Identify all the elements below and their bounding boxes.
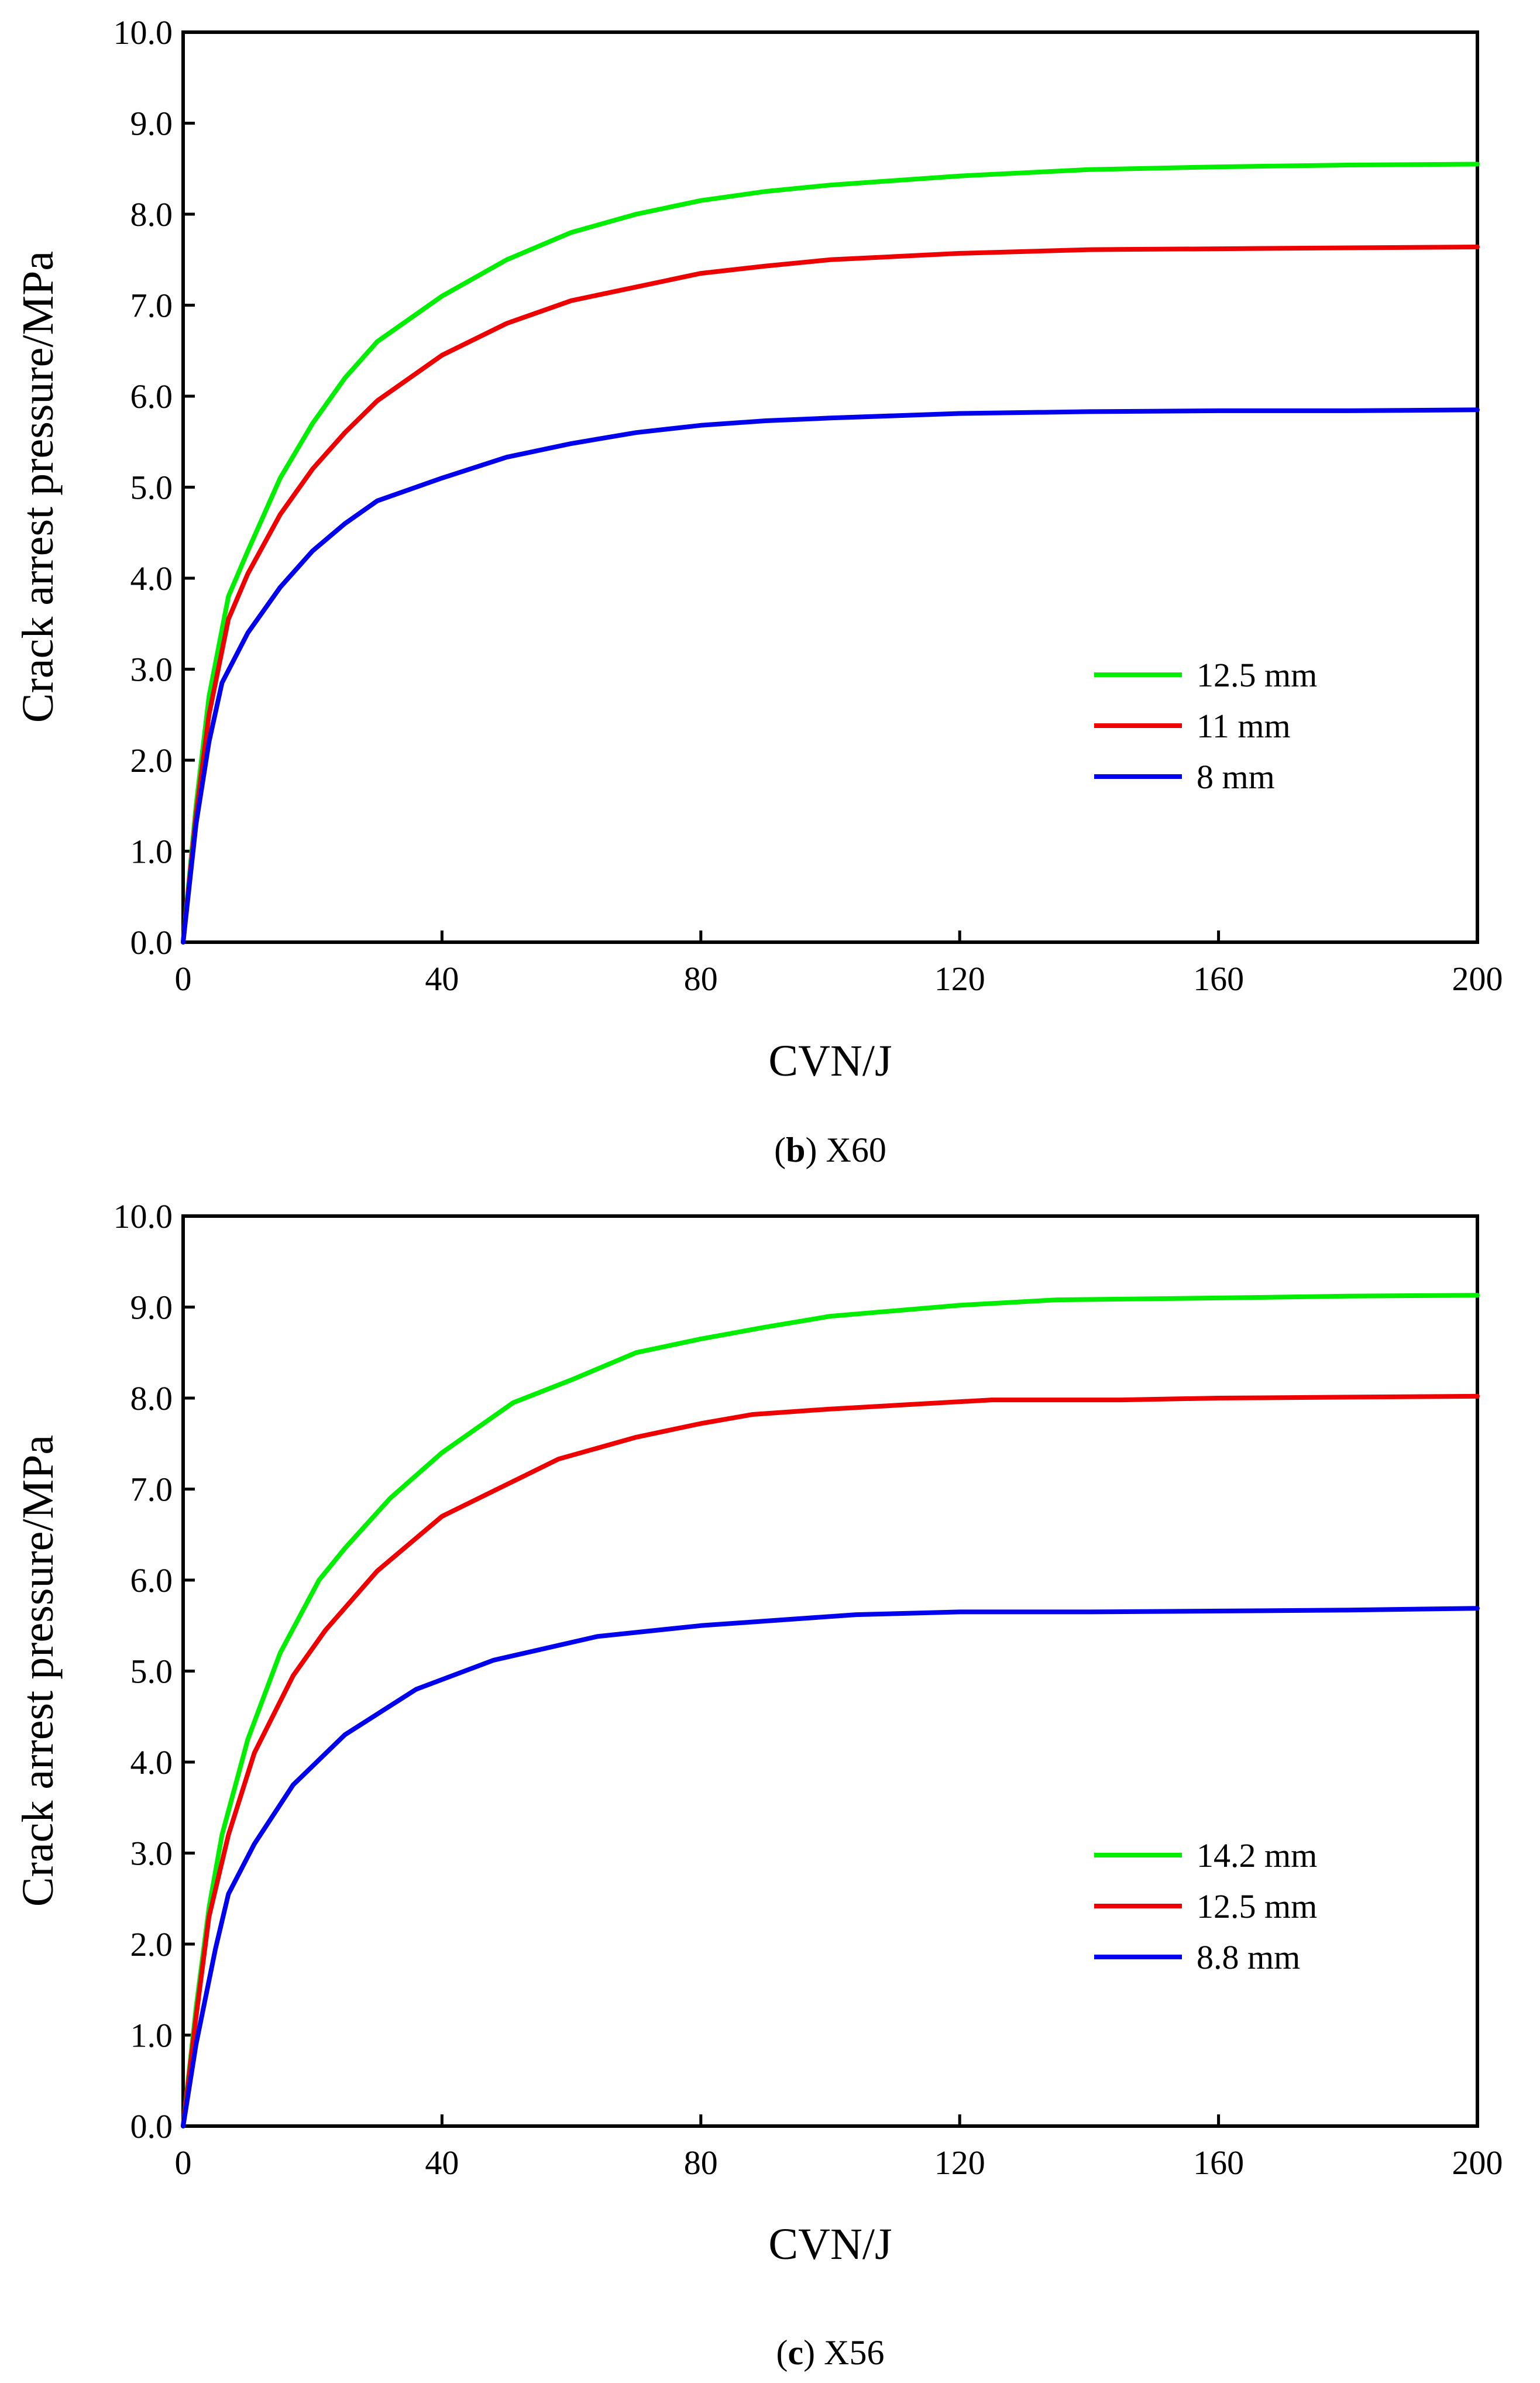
- y-axis: 0.0 1.0 2.0 3.0 4.0 5.0 6.0 7.0 8.0 9.0 10.0: [114, 13, 195, 962]
- y-tick-label: 8.0: [130, 195, 173, 234]
- y-tick-label: 1.0: [130, 833, 173, 871]
- legend: 14.2 mm 12.5 mm 8.8 mm: [1094, 1836, 1317, 1976]
- figure-caption: (c) X56: [776, 2333, 885, 2372]
- series-line-12-5-mm: [181, 162, 1480, 945]
- x-axis: 0 40 80 120 160 200: [175, 930, 1503, 998]
- y-tick-label: 1.0: [130, 2017, 173, 2055]
- x-axis-title: CVN/J: [768, 1036, 892, 1086]
- y-tick-label: 4.0: [130, 1743, 173, 1781]
- y-tick-label: 4.0: [130, 559, 173, 598]
- series-line-8-8-mm: [181, 1606, 1480, 2128]
- legend-label-2: 8.8 mm: [1197, 1938, 1300, 1976]
- y-tick-label: 0.0: [130, 2107, 173, 2145]
- x-tick-label: 40: [425, 2144, 459, 2182]
- x-axis-title: CVN/J: [768, 2220, 892, 2269]
- figure-caption: (b) X60: [774, 1131, 886, 1169]
- y-tick-label: 3.0: [130, 651, 173, 689]
- legend-label-0: 12.5 mm: [1197, 656, 1317, 694]
- x-tick-label: 80: [684, 960, 718, 998]
- y-tick-label: 0.0: [130, 923, 173, 962]
- x-tick-label: 200: [1452, 960, 1503, 998]
- y-axis: 0.0 1.0 2.0 3.0 4.0 5.0 6.0 7.0 8.0 9.0 10.0: [114, 1197, 195, 2145]
- x-axis: 0 40 80 120 160 200: [175, 2114, 1503, 2182]
- legend: 12.5 mm 11 mm 8 mm: [1094, 656, 1317, 796]
- y-tick-label: 2.0: [130, 741, 173, 780]
- y-tick-label: 10.0: [114, 1197, 173, 1235]
- x-tick-label: 80: [684, 2144, 718, 2182]
- series-layer: [181, 1293, 1480, 2128]
- plot-frame: [181, 1214, 1479, 2128]
- legend-label-1: 12.5 mm: [1197, 1887, 1317, 1925]
- chart-x60: 0.0 1.0 2.0 3.0 4.0 5.0 6.0 7.0 8.0 9.0 10.0 0 40 80…: [13, 13, 1503, 1169]
- x-tick-label: 120: [934, 960, 985, 998]
- y-tick-label: 2.0: [130, 1925, 173, 1963]
- legend-label-2: 8 mm: [1197, 758, 1275, 796]
- series-line-11-mm: [181, 245, 1480, 945]
- y-axis-title: Crack arrest pressure/MPa: [13, 251, 63, 723]
- x-tick-label: 160: [1193, 2144, 1244, 2182]
- x-tick-label: 40: [425, 960, 459, 998]
- caption-text: X56: [815, 2333, 884, 2372]
- caption-letter: b: [786, 1131, 805, 1169]
- chart-x56: 0.0 1.0 2.0 3.0 4.0 5.0 6.0 7.0 8.0 9.0 10.0 0 40 80…: [13, 1197, 1503, 2372]
- y-tick-label: 8.0: [130, 1379, 173, 1417]
- x-tick-label: 0: [175, 2144, 192, 2182]
- series-layer: [181, 162, 1480, 945]
- series-line-14-2-mm: [181, 1293, 1480, 2128]
- legend-label-0: 14.2 mm: [1197, 1836, 1317, 1874]
- caption-text: X60: [817, 1131, 886, 1169]
- y-tick-label: 6.0: [130, 1561, 173, 1599]
- y-tick-label: 9.0: [130, 1289, 173, 1327]
- y-tick-label: 3.0: [130, 1835, 173, 1873]
- caption-letter: c: [788, 2333, 804, 2372]
- y-tick-label: 6.0: [130, 377, 173, 416]
- x-tick-label: 0: [175, 960, 192, 998]
- legend-label-1: 11 mm: [1197, 707, 1291, 745]
- plot-frame: [181, 30, 1479, 944]
- y-tick-label: 5.0: [130, 1653, 173, 1691]
- y-tick-label: 7.0: [130, 287, 173, 325]
- x-tick-label: 160: [1193, 960, 1244, 998]
- series-line-12-5-mm: [181, 1393, 1480, 2128]
- series-line-8-mm: [181, 407, 1480, 945]
- x-tick-label: 200: [1452, 2144, 1503, 2182]
- y-tick-label: 9.0: [130, 105, 173, 143]
- y-axis-title: Crack arrest pressure/MPa: [13, 1435, 63, 1907]
- y-tick-label: 7.0: [130, 1471, 173, 1509]
- y-tick-label: 10.0: [114, 13, 173, 51]
- x-tick-label: 120: [934, 2144, 985, 2182]
- y-tick-label: 5.0: [130, 469, 173, 507]
